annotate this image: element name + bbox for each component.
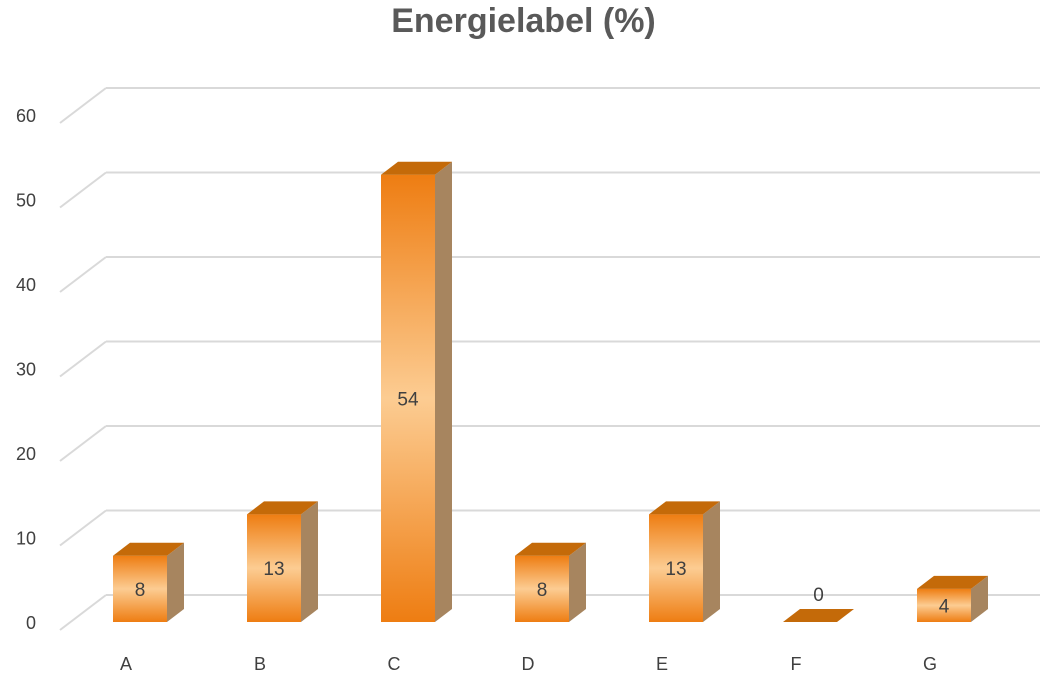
bar-top [381, 161, 452, 175]
bar [247, 501, 318, 622]
y-tick-label: 50 [16, 191, 36, 211]
gridline-depth [59, 87, 107, 124]
x-tick-label: D [522, 654, 535, 673]
x-tick-label: E [656, 654, 668, 673]
x-tick-label: A [120, 654, 132, 673]
gridline-depth [59, 425, 107, 462]
bar-top [515, 542, 586, 556]
chart-title: Energielabel (%) [391, 2, 656, 40]
bar [917, 575, 988, 622]
bar-front [381, 174, 435, 622]
gridline-depth [59, 256, 107, 293]
data-label: 8 [537, 580, 548, 601]
bar-side [569, 542, 586, 622]
bar-front [649, 514, 703, 622]
bar [783, 609, 854, 622]
bar-side [167, 542, 184, 622]
bar [113, 542, 184, 622]
bar-side [301, 501, 318, 622]
y-tick-label: 30 [16, 360, 36, 380]
bar-front [515, 555, 569, 622]
gridline-depth [59, 509, 107, 547]
bar [515, 542, 586, 622]
data-label: 54 [397, 389, 419, 410]
bar-side [971, 575, 988, 622]
gridline-depth [59, 340, 107, 378]
bar [381, 161, 452, 622]
gridline-depth [59, 594, 107, 631]
x-tick-label: B [254, 654, 266, 673]
data-label: 13 [665, 559, 686, 580]
bar-top [783, 609, 854, 622]
bar-front [247, 514, 301, 622]
data-label: 13 [263, 559, 284, 580]
bar-top [917, 575, 988, 589]
bar-front [917, 588, 971, 622]
data-label: 8 [135, 580, 146, 601]
bar-side [435, 161, 452, 622]
y-tick-label: 60 [16, 106, 36, 126]
y-tick-label: 10 [16, 529, 36, 549]
gridline-depth [59, 171, 107, 209]
bar-top [113, 542, 184, 556]
x-tick-label: C [388, 654, 401, 673]
y-tick-label: 40 [16, 275, 36, 295]
bar [649, 501, 720, 622]
data-label: 0 [813, 585, 824, 606]
y-tick-label: 0 [26, 613, 36, 633]
x-tick-label: F [791, 654, 802, 673]
x-tick-label: G [923, 654, 937, 673]
bar-top [649, 501, 720, 515]
y-tick-label: 20 [16, 444, 36, 464]
bar-front [113, 555, 167, 622]
data-label: 4 [939, 596, 950, 617]
bar-side [703, 501, 720, 622]
bar-top [247, 501, 318, 515]
